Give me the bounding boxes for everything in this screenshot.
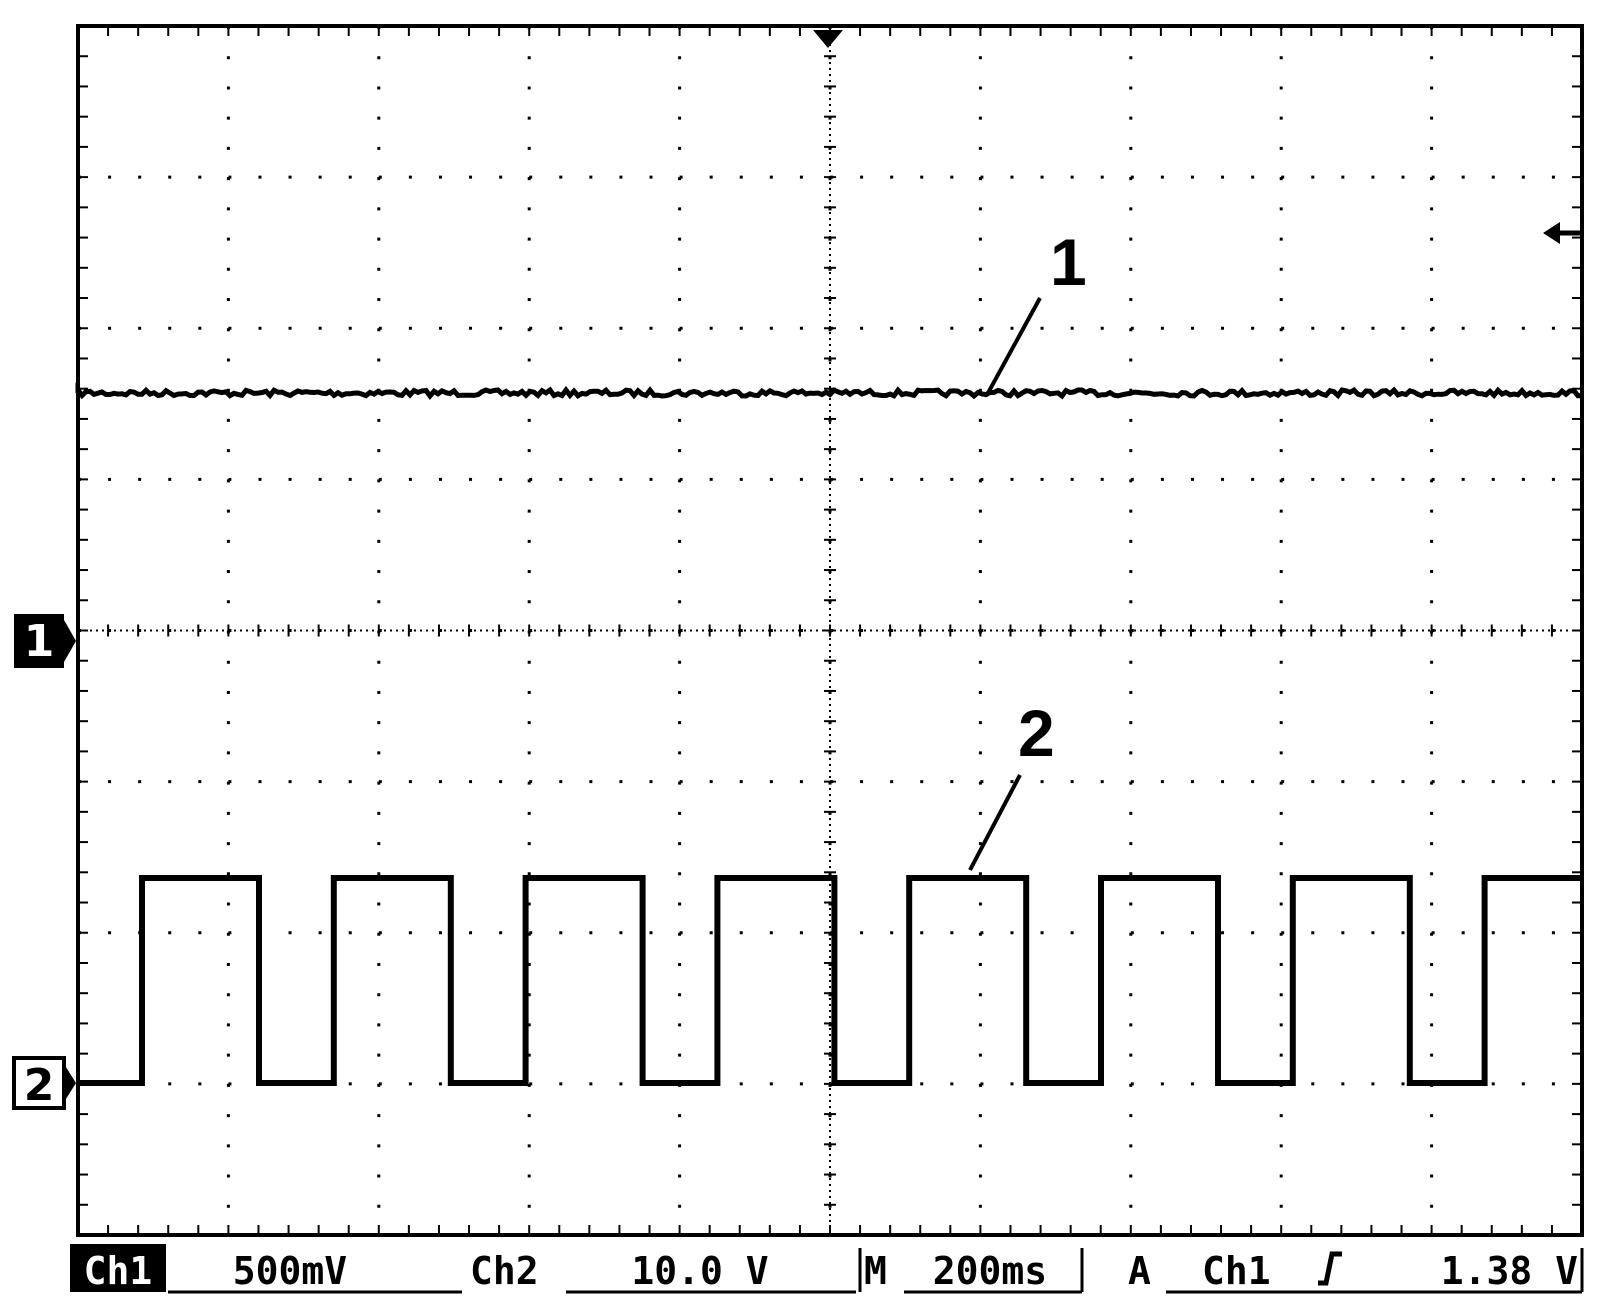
callout-line	[986, 297, 1042, 394]
trace-label: 1	[1050, 225, 1087, 299]
ch2-marker-arrow	[64, 1064, 76, 1102]
trace-1	[75, 382, 1582, 401]
trigger-source: Ch1	[1202, 1249, 1271, 1293]
ch1-marker-box	[14, 614, 64, 668]
time-scale: 200ms	[933, 1249, 1047, 1293]
trigger-slope-icon	[1318, 1251, 1342, 1286]
time-label: M	[864, 1249, 887, 1293]
callout-line	[968, 774, 1022, 871]
trace-2	[78, 875, 1582, 1086]
ch2-label: Ch2	[470, 1249, 539, 1293]
ch1-marker-label: 1	[24, 616, 55, 667]
trigger-level: 1.38 V	[1441, 1249, 1578, 1293]
ch1-scale: 500mV	[233, 1249, 347, 1293]
trigger-position-marker	[813, 30, 843, 48]
ch1-label: Ch1	[84, 1249, 153, 1293]
ch2-scale: 10.0 V	[631, 1249, 768, 1293]
ch1-badge	[70, 1244, 166, 1292]
ch1-marker-arrow	[64, 620, 76, 662]
ch2-marker-box	[12, 1056, 66, 1110]
waveforms	[75, 382, 1582, 1086]
trace-label: 2	[1018, 696, 1055, 770]
trigger-mode: A	[1128, 1249, 1151, 1293]
trigger-level-marker	[1543, 222, 1560, 244]
screen-frame	[76, 24, 1584, 1237]
graticule	[78, 26, 1582, 1235]
ch2-marker-label: 2	[24, 1060, 55, 1111]
